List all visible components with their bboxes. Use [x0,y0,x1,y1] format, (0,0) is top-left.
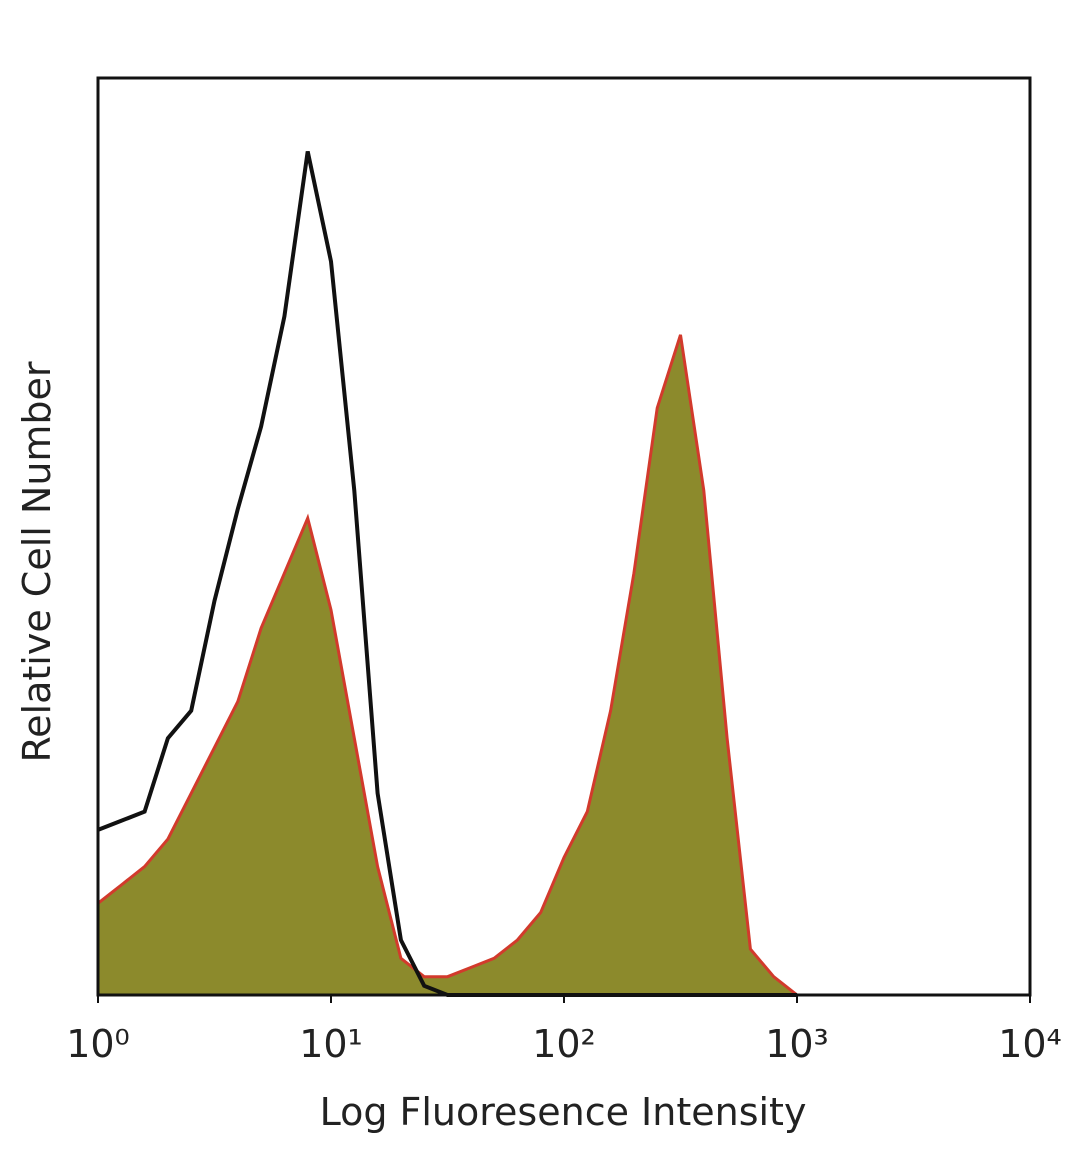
x-tick-label: 10¹ [299,1022,363,1066]
histogram-area [96,334,802,997]
plot-frame [96,76,1032,997]
x-tick-label: 10⁴ [998,1022,1062,1066]
x-tick-label: 10³ [765,1022,829,1066]
x-tick-label: 10² [532,1022,596,1066]
x-tick-label: 10⁰ [66,1022,130,1066]
y-axis-label: Relative Cell Number [15,361,59,762]
x-axis-label: Log Fluoresence Intensity [320,1090,807,1134]
